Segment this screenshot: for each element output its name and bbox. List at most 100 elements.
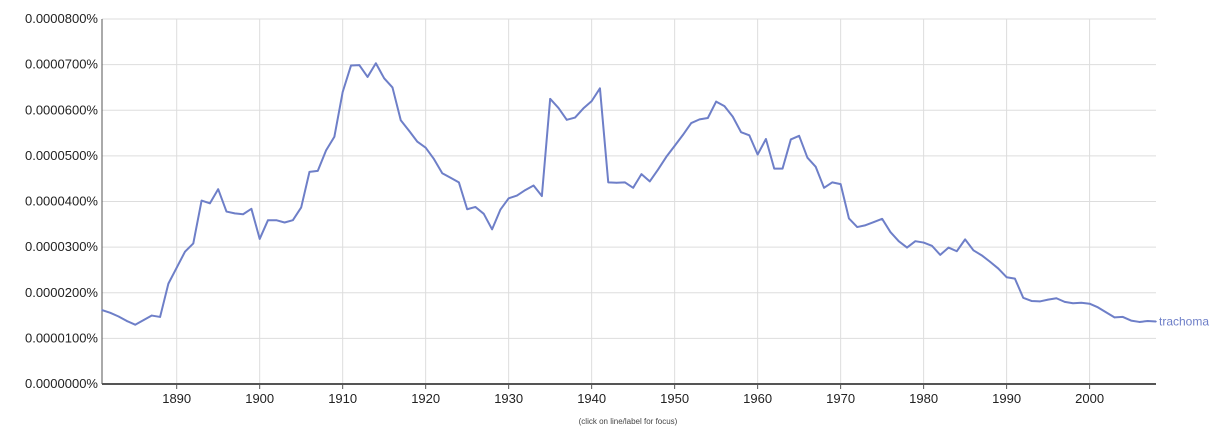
data-point <box>914 240 917 242</box>
data-point <box>283 221 286 224</box>
data-point <box>541 195 543 197</box>
data-point <box>358 64 361 66</box>
data-point <box>175 266 178 269</box>
data-point <box>922 241 925 244</box>
data-point <box>1063 301 1066 303</box>
data-point <box>383 77 385 80</box>
data-point <box>408 129 410 132</box>
data-point <box>117 315 120 318</box>
data-point <box>1047 298 1049 301</box>
data-point <box>474 206 477 208</box>
data-point <box>1138 321 1141 323</box>
data-point <box>831 181 834 184</box>
data-point <box>225 210 228 213</box>
data-point <box>524 189 527 191</box>
data-point <box>889 231 892 233</box>
data-point <box>142 319 145 321</box>
data-point <box>615 181 618 184</box>
data-point <box>159 316 161 318</box>
data-point <box>814 166 817 168</box>
data-point <box>209 202 211 205</box>
data-point <box>1146 320 1149 322</box>
data-point <box>1072 302 1074 305</box>
data-point <box>931 244 933 247</box>
data-point <box>624 181 626 184</box>
data-point <box>607 181 610 184</box>
x-tick-label: 1950 <box>660 391 689 406</box>
data-point <box>632 187 634 189</box>
data-point <box>997 267 1000 270</box>
y-tick-label: 0.0000500% <box>25 148 98 163</box>
data-point <box>765 138 767 140</box>
x-tick-label: 1970 <box>826 391 855 406</box>
y-axis-tick-labels: 0.0000000% 0.0000100% 0.0000200% 0.0000300%… <box>25 11 98 391</box>
data-point <box>1122 316 1124 318</box>
data-point <box>1097 306 1099 309</box>
vertical-gridlines <box>176 19 1091 389</box>
data-point <box>972 249 975 252</box>
series-lines[interactable] <box>101 62 1157 326</box>
data-point <box>648 180 651 183</box>
data-point <box>590 100 593 102</box>
data-point <box>673 145 676 147</box>
data-point <box>856 226 859 228</box>
data-point <box>723 105 726 107</box>
data-point <box>424 146 427 149</box>
data-point <box>499 208 502 211</box>
data-point <box>1155 320 1157 323</box>
data-point <box>200 199 203 202</box>
data-point <box>399 119 402 122</box>
data-point <box>848 217 850 220</box>
data-point <box>532 184 535 187</box>
focus-hint-text: (click on line/label for focus) <box>578 417 678 426</box>
data-point <box>449 176 452 179</box>
data-point <box>366 76 369 78</box>
data-point <box>433 158 435 160</box>
data-point <box>184 250 186 253</box>
data-point <box>1105 311 1107 314</box>
axes <box>101 19 1156 385</box>
data-point <box>574 116 576 119</box>
horizontal-gridlines <box>102 18 1156 339</box>
data-point <box>308 171 311 173</box>
data-point <box>258 238 261 240</box>
data-point <box>167 282 170 285</box>
data-point <box>1022 296 1025 299</box>
data-point <box>416 140 419 143</box>
data-point <box>350 64 352 67</box>
x-axis-tick-labels: 1890 1900 1910 1920 1930 1940 1950 1960 1970 1980… <box>162 391 1104 406</box>
y-tick-label: 0.0000300% <box>25 239 98 254</box>
data-point <box>458 181 460 184</box>
data-point <box>292 219 294 222</box>
data-point <box>740 131 742 133</box>
data-point <box>217 188 219 190</box>
data-point <box>441 172 444 175</box>
data-point <box>798 135 800 137</box>
x-tick-label: 1900 <box>245 391 274 406</box>
data-point <box>341 91 344 93</box>
data-point <box>1005 276 1008 279</box>
data-point <box>109 312 112 314</box>
data-point <box>864 224 867 227</box>
data-point <box>731 115 734 118</box>
series-label-trachoma[interactable]: trachoma <box>1159 314 1209 328</box>
x-tick-label: 1890 <box>162 391 191 406</box>
data-point <box>790 138 792 141</box>
data-point <box>806 156 809 159</box>
data-point <box>665 155 668 158</box>
y-tick-label: 0.0000600% <box>25 102 98 117</box>
series-line-trachoma[interactable] <box>101 62 1157 326</box>
data-point <box>989 260 991 263</box>
x-tick-label: 1910 <box>328 391 357 406</box>
data-point <box>773 167 776 170</box>
data-point <box>640 173 643 175</box>
data-point <box>1088 302 1091 305</box>
data-point <box>557 107 560 109</box>
data-point <box>1030 300 1033 302</box>
data-point <box>325 149 327 152</box>
series-labels[interactable]: trachoma <box>1159 314 1209 328</box>
data-point <box>698 118 701 121</box>
data-point <box>1039 300 1041 303</box>
data-point <box>707 117 709 119</box>
